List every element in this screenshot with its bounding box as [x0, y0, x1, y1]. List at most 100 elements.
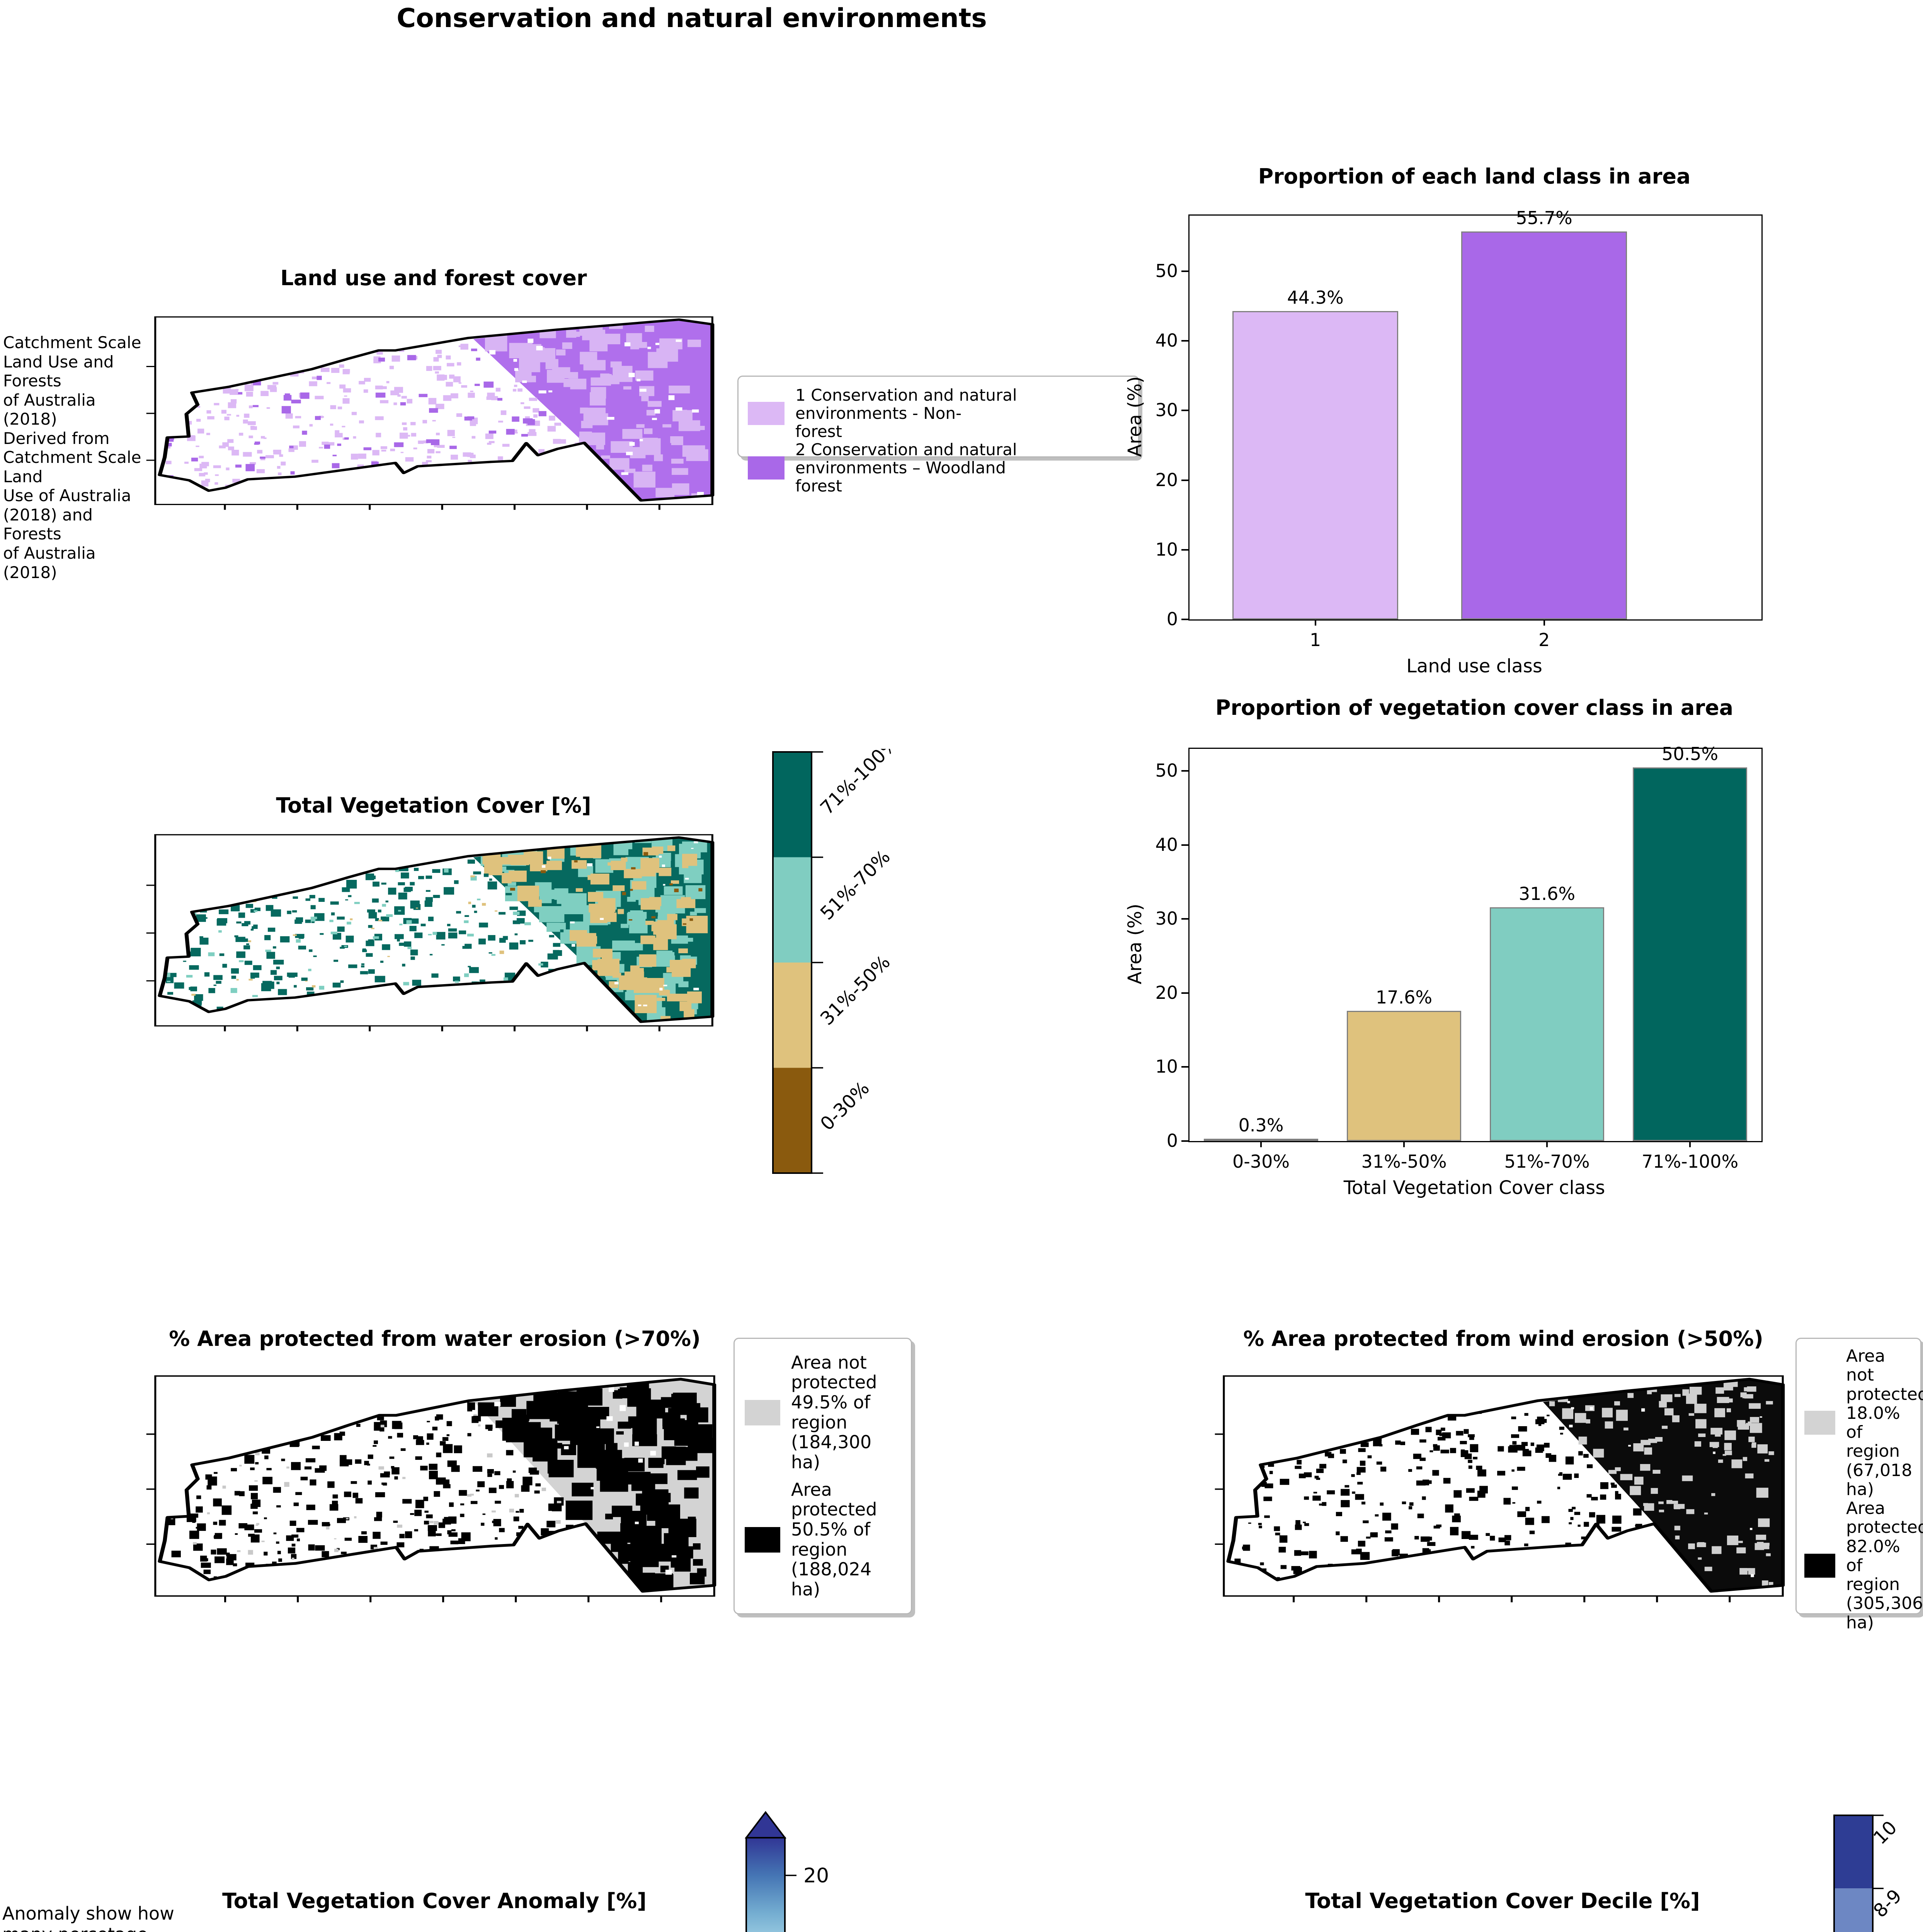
- y-tick-label: 50: [1155, 260, 1178, 282]
- water-erosion-title: % Area protected from water erosion (>70…: [169, 1327, 701, 1351]
- anomaly-map-title: Total Vegetation Cover Anomaly [%]: [222, 1889, 647, 1913]
- y-tick-mark: [1181, 1066, 1188, 1068]
- y-tick-label: 10: [1155, 539, 1178, 560]
- chart1-xlabel: Land use class: [1406, 655, 1542, 677]
- bar-2: [1461, 231, 1627, 619]
- veg-colorbar-label: 51%-70%: [816, 846, 895, 924]
- y-tick-mark: [1181, 479, 1188, 481]
- veg-colorbar-segment: [773, 1068, 812, 1173]
- vegcover-map: [143, 833, 725, 1037]
- legend-swatch: [745, 1527, 780, 1553]
- map2-svg: [146, 834, 715, 1032]
- chart1-title: Proportion of each land class in area: [1258, 164, 1691, 189]
- bar-value-label: 44.3%: [1287, 287, 1344, 308]
- vegcover-map-title: Total Vegetation Cover [%]: [276, 793, 591, 818]
- veg-colorbar-label: 31%-50%: [816, 951, 895, 1030]
- y-tick-mark: [1181, 770, 1188, 772]
- legend-swatch: [745, 1400, 780, 1425]
- vegcover-colorbar: 71%-100% 51%-70% 31%-50% 0-30%: [772, 749, 896, 1189]
- legend-entry: Area protected 50.5% of region (188,024 …: [745, 1480, 901, 1599]
- legend-label: 1 Conservation and natural environments …: [795, 386, 1017, 441]
- decile-colorbar-segment: [1834, 1815, 1873, 1889]
- chart2-xlabel: Total Vegetation Cover class: [1343, 1177, 1605, 1199]
- chart2-title: Proportion of vegetation cover class in …: [1215, 696, 1734, 720]
- y-tick-mark: [1181, 549, 1188, 551]
- x-tick-label: 31%-50%: [1361, 1151, 1447, 1172]
- veg-colorbar-segment: [773, 752, 812, 857]
- x-tick-mark: [1689, 1141, 1691, 1147]
- x-tick-label: 71%-100%: [1641, 1151, 1739, 1172]
- bar-0-30%: [1204, 1139, 1318, 1141]
- legend-label: Area protected 50.5% of region (188,024 …: [791, 1479, 877, 1600]
- y-tick-label: 20: [1155, 469, 1178, 490]
- legend-label: Area protected 82.0% of region (305,306 …: [1846, 1498, 1923, 1633]
- x-tick-label: 0-30%: [1232, 1151, 1290, 1172]
- legend-entry: Area not protected 18.0% of region (67,0…: [1804, 1347, 1923, 1499]
- decile-map-title: Total Vegetation Cover Decile [%]: [1305, 1889, 1700, 1913]
- legend-swatch: [748, 456, 785, 480]
- anomaly-colorbar: 20100−10−20: [744, 1808, 868, 1932]
- y-tick-label: 30: [1155, 400, 1178, 421]
- landuse-caption: Catchment Scale Land Use and Forests of …: [3, 333, 141, 582]
- landuse-map: [143, 315, 725, 516]
- y-tick-label: 50: [1155, 760, 1178, 781]
- y-tick-mark: [1181, 844, 1188, 846]
- x-tick-mark: [1403, 1141, 1405, 1147]
- wind-erosion-map: [1212, 1374, 1795, 1609]
- x-tick-mark: [1543, 619, 1545, 626]
- chart2-ylabel: Area (%): [1124, 903, 1146, 984]
- bar-value-label: 0.3%: [1238, 1115, 1284, 1136]
- landuse-legend: 1 Conservation and natural environments …: [737, 376, 1139, 495]
- y-tick-label: 30: [1155, 908, 1178, 929]
- legend-label: Area not protected 18.0% of region (67,0…: [1846, 1346, 1923, 1499]
- bar-71%-100%: [1633, 767, 1747, 1141]
- veg-colorbar-segment: [773, 963, 812, 1068]
- landuse-map-title: Land use and forest cover: [280, 266, 587, 290]
- legend-swatch: [1804, 1553, 1835, 1578]
- bar-1: [1232, 311, 1399, 619]
- y-tick-label: 0: [1166, 1130, 1178, 1151]
- chart1-plot-area: 0 10 20 30 40 50 44.3% 1 55.7% 2: [1155, 207, 1763, 650]
- wind-erosion-title: % Area protected from wind erosion (>50%…: [1243, 1327, 1763, 1351]
- legend-label: Area not protected 49.5% of region (184,…: [791, 1352, 877, 1473]
- y-tick-label: 10: [1155, 1056, 1178, 1077]
- x-tick-mark: [1546, 1141, 1548, 1147]
- y-tick-mark: [1181, 619, 1188, 620]
- bar-value-label: 31.6%: [1518, 883, 1576, 904]
- bar-value-label: 55.7%: [1516, 207, 1572, 229]
- bar-31%-50%: [1347, 1010, 1461, 1141]
- chart1-ylabel: Area (%): [1124, 376, 1146, 457]
- anomaly-caption: Anomaly show how many percetage points e…: [2, 1903, 174, 1932]
- bar-51%-70%: [1490, 907, 1604, 1141]
- bar-value-label: 50.5%: [1661, 743, 1719, 764]
- x-tick-mark: [1314, 619, 1316, 626]
- decile-colorbar-label: 10: [1869, 1817, 1901, 1849]
- y-tick-mark: [1181, 340, 1188, 342]
- y-tick-label: 40: [1155, 330, 1178, 351]
- bar-value-label: 17.6%: [1375, 986, 1433, 1008]
- y-tick-mark: [1181, 992, 1188, 994]
- decile-colorbar-segment: [1834, 1888, 1873, 1932]
- veg-colorbar-label: 71%-100%: [816, 749, 896, 819]
- y-tick-label: 0: [1166, 609, 1178, 629]
- y-tick-mark: [1181, 918, 1188, 920]
- y-tick-label: 40: [1155, 834, 1178, 855]
- x-tick-label: 51%-70%: [1504, 1151, 1590, 1172]
- legend-swatch: [1804, 1411, 1835, 1435]
- map4-svg: [1215, 1375, 1785, 1602]
- veg-colorbar-segment: [773, 857, 812, 963]
- y-tick-label: 20: [1155, 982, 1178, 1003]
- water-erosion-legend: Area not protected 49.5% of region (184,…: [733, 1338, 912, 1614]
- map3-svg: [146, 1375, 716, 1602]
- x-tick-mark: [1260, 1141, 1262, 1147]
- legend-entry: Area not protected 49.5% of region (184,…: [745, 1352, 901, 1473]
- map1-svg: [146, 316, 715, 510]
- y-tick-mark: [1181, 410, 1188, 412]
- water-erosion-map: [143, 1374, 727, 1609]
- legend-swatch: [748, 401, 785, 425]
- page-title: Conservation and natural environments: [397, 3, 987, 34]
- x-tick-label: 2: [1538, 629, 1550, 650]
- legend-label: 2 Conservation and natural environments …: [795, 440, 1017, 496]
- legend-entry: Area protected 82.0% of region (305,306 …: [1804, 1499, 1923, 1632]
